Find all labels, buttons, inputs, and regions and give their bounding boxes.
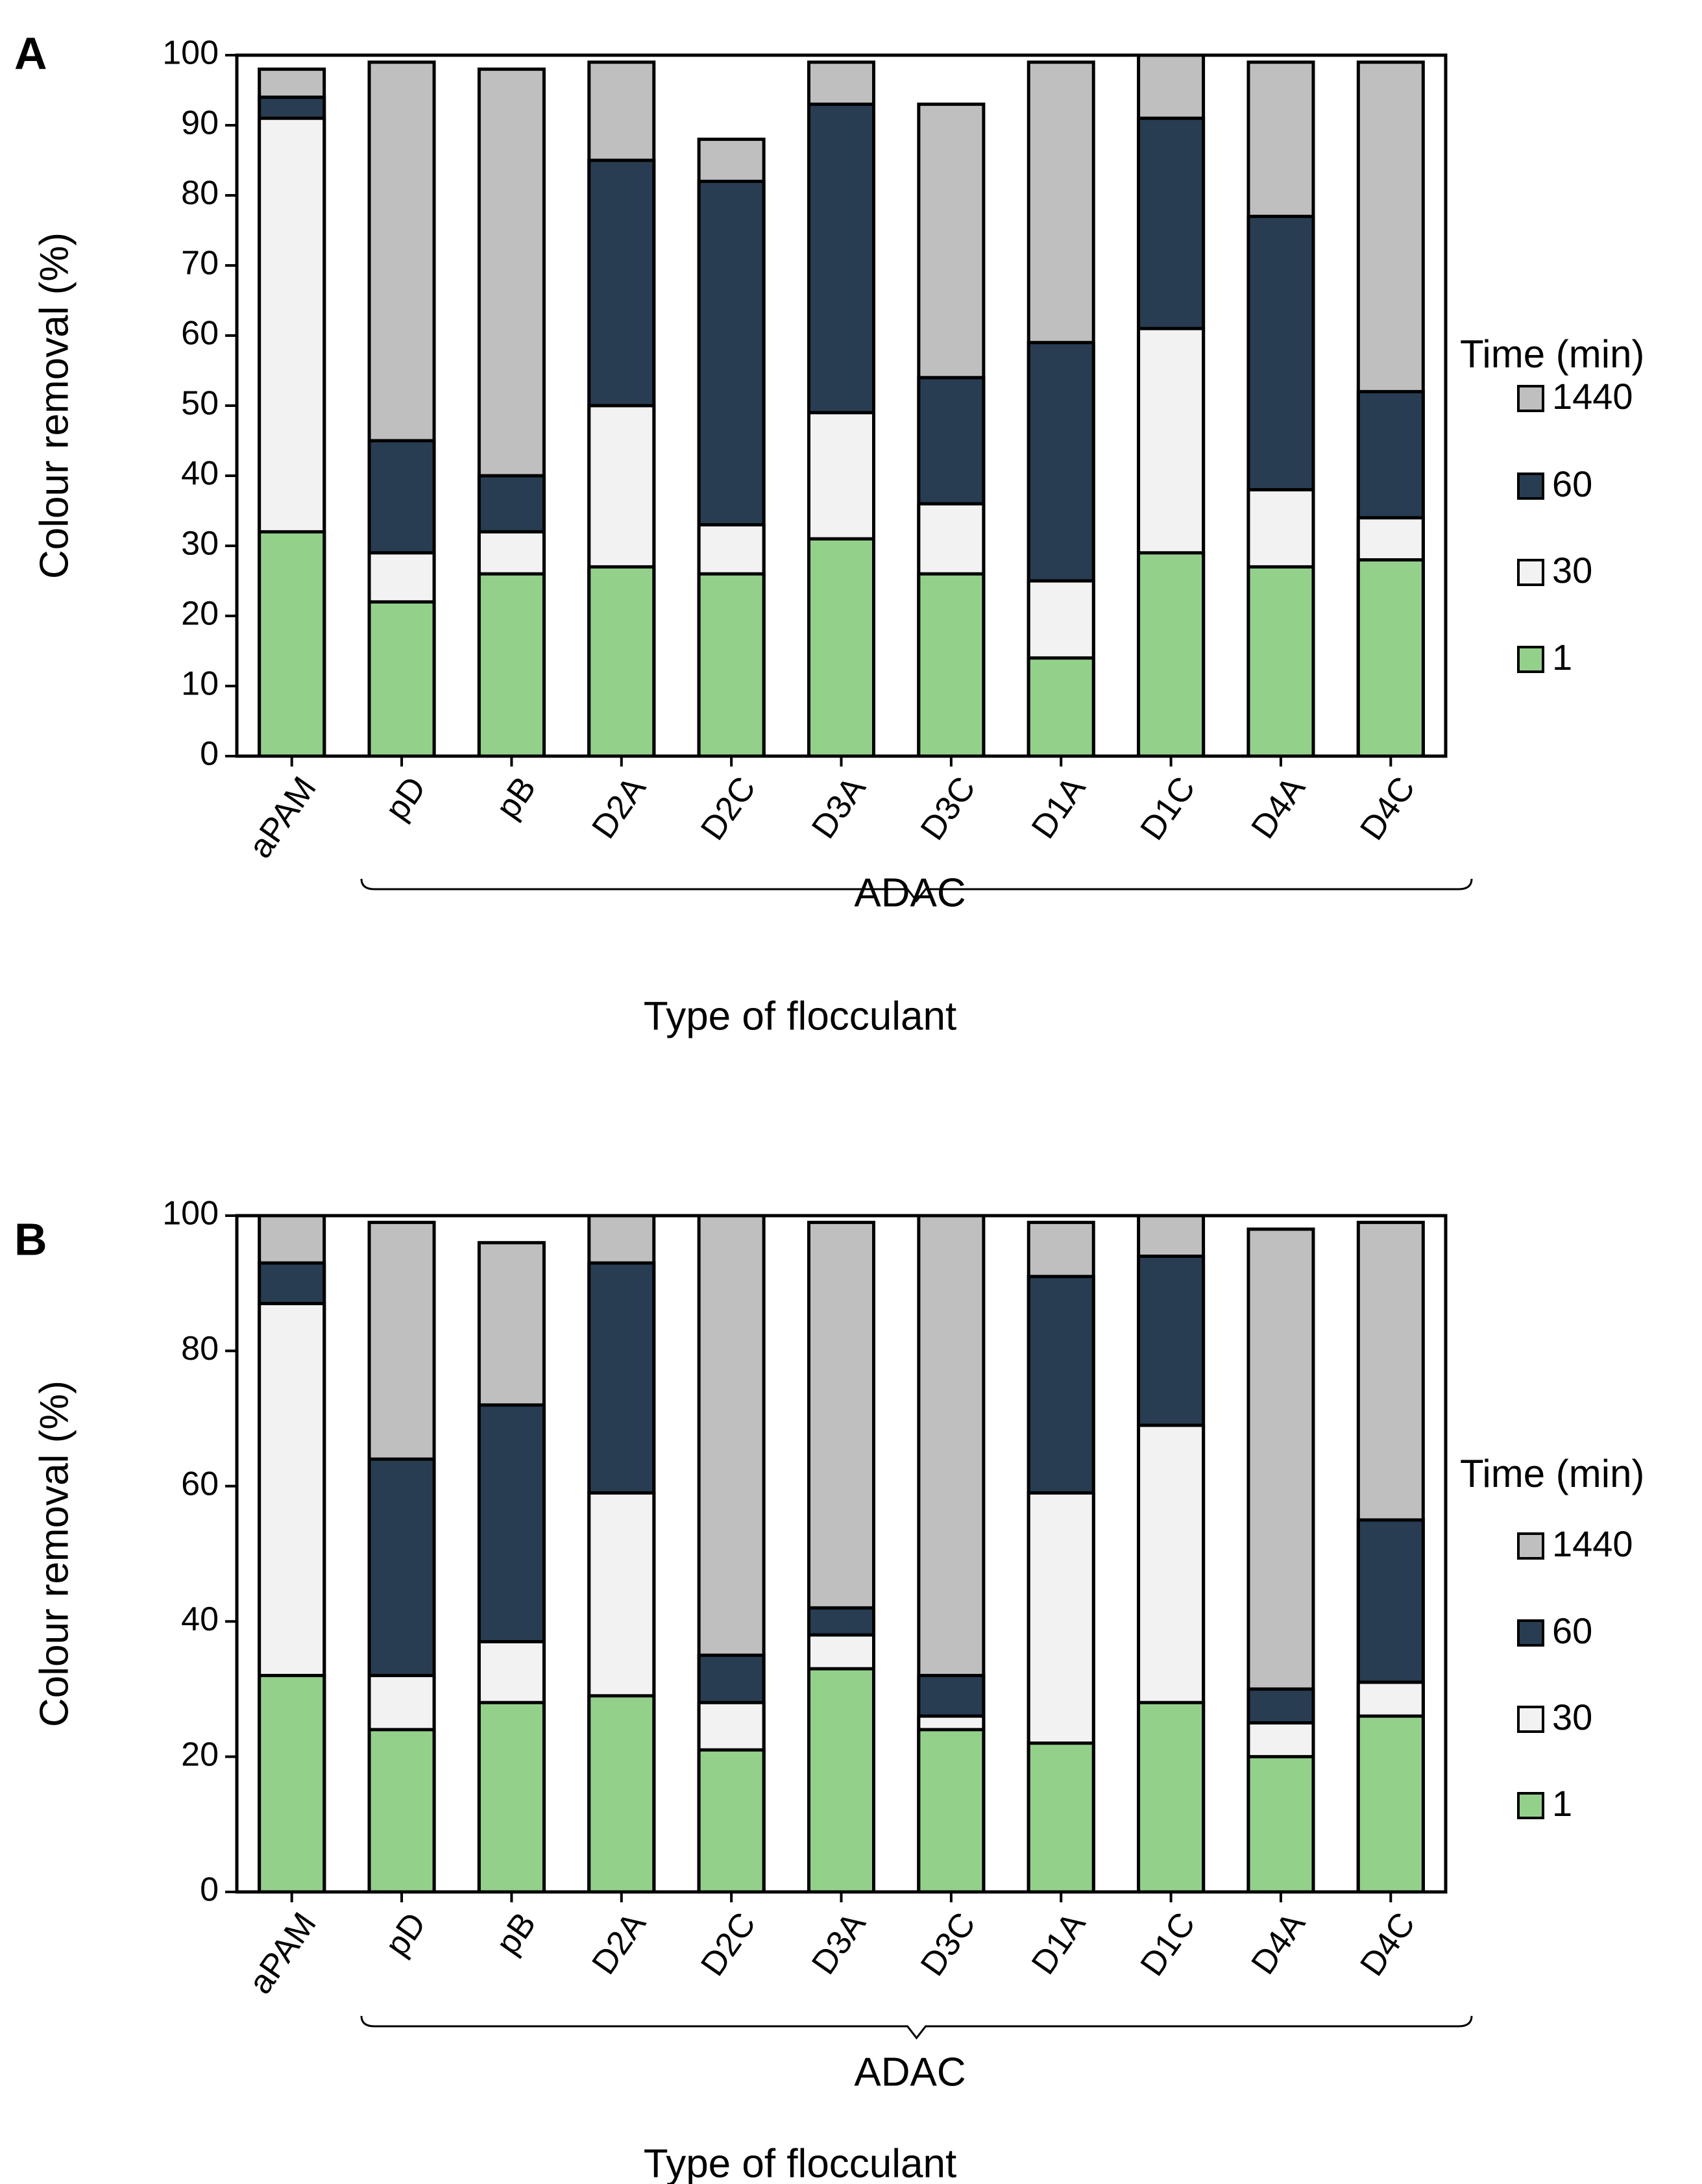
legend-label-1: 1 [1552, 1783, 1572, 1824]
legend-title: Time (min) [1460, 1452, 1644, 1495]
category-label: D4A [1245, 770, 1313, 845]
category-label: D2A [585, 770, 653, 845]
bar-1-D4A [1246, 1755, 1315, 1894]
y-tick-label: 60 [181, 315, 219, 352]
y-tick-label: 50 [181, 385, 219, 423]
y-axis-title: Colour removal (%) [32, 232, 77, 579]
bar-1-D1C [1137, 1700, 1206, 1894]
legend-swatch-60 [1517, 1619, 1544, 1647]
legend-swatch-60 [1517, 472, 1544, 500]
bar-1-D4A [1246, 565, 1315, 758]
category-label: D1C [1133, 770, 1202, 846]
category-label: D4A [1245, 1906, 1313, 1981]
bar-1-D2A [587, 1694, 656, 1894]
legend-title: Time (min) [1460, 332, 1644, 376]
bar-1-D1A [1027, 1741, 1095, 1894]
y-tick-label: 80 [181, 175, 219, 212]
bar-1-D4C [1356, 1714, 1425, 1894]
y-tick-label: 100 [162, 1195, 219, 1233]
legend-swatch-30 [1517, 559, 1544, 586]
legend-swatch-1440 [1517, 1532, 1544, 1560]
bar-1-D3A [807, 1667, 875, 1894]
category-label: D1C [1133, 1906, 1202, 1982]
y-tick-label: 40 [181, 1601, 219, 1638]
y-tick-label: 80 [181, 1330, 219, 1368]
plot-frame [235, 53, 1448, 758]
legend-label-1: 1 [1552, 637, 1572, 678]
legend-swatch-1 [1517, 1792, 1544, 1819]
bar-1-D3A [807, 537, 875, 758]
category-label: D1A [1025, 770, 1093, 845]
category-label: pB [489, 770, 543, 825]
legend-label-30: 30 [1552, 1697, 1592, 1737]
category-label: D4C [1353, 1906, 1422, 1982]
bar-1-D1A [1027, 656, 1095, 758]
y-tick-label: 0 [200, 735, 219, 773]
category-label: aPAM [241, 1906, 324, 2000]
y-tick-label: 40 [181, 455, 219, 493]
legend-label-60: 60 [1552, 463, 1592, 504]
legend-swatch-1440 [1517, 385, 1544, 412]
panel-a: A 0 10 20 30 40 50 60 70 80 90 100 aPAM pD pB D2A D2C D3A… [14, 28, 1644, 1038]
panel-label: A [14, 28, 47, 79]
y-tick-label: 30 [181, 525, 219, 563]
category-label: aPAM [241, 770, 324, 865]
legend-label-30: 30 [1552, 550, 1592, 591]
y-tick-label: 70 [181, 245, 219, 282]
bar-1-pB [477, 572, 546, 758]
bar-1-D2C [697, 1748, 766, 1894]
category-label: D2C [694, 1906, 763, 1982]
category-label: D1A [1025, 1906, 1093, 1981]
category-label: pD [378, 1906, 433, 1963]
category-label: pD [378, 770, 433, 827]
bar-1-D4C [1356, 558, 1425, 758]
category-label: D4C [1353, 770, 1422, 846]
panel-label: B [14, 1214, 47, 1264]
bar-1-D2C [697, 572, 766, 758]
legend-swatch-1 [1517, 646, 1544, 673]
y-tick-label: 20 [181, 595, 219, 633]
y-tick-label: 90 [181, 104, 219, 142]
bar-1-aPAM [258, 530, 326, 758]
category-label: D2A [585, 1906, 653, 1981]
legend-label-60: 60 [1552, 1610, 1592, 1651]
y-tick-label: 20 [181, 1736, 219, 1773]
bar-1-D3C [917, 1728, 986, 1894]
adac-bracket [360, 878, 1473, 903]
legend-label-1440: 1440 [1552, 376, 1633, 417]
bar-1-D3C [917, 572, 986, 758]
y-tick-label: 60 [181, 1466, 219, 1503]
bar-1-D1C [1137, 551, 1206, 758]
category-label: D3C [914, 1906, 983, 1982]
legend-label-1440: 1440 [1552, 1523, 1633, 1564]
y-tick-label: 0 [200, 1871, 219, 1909]
group-label: ADAC [854, 870, 966, 915]
adac-bracket [360, 2015, 1473, 2040]
legend-swatch-30 [1517, 1706, 1544, 1733]
y-tick-label: 100 [162, 34, 219, 72]
x-axis-title: Type of flocculant [644, 2141, 957, 2184]
bar-1-pD [367, 1728, 436, 1894]
category-label: D3A [805, 770, 873, 845]
y-axis-title: Colour removal (%) [32, 1380, 77, 1727]
category-label: D3A [805, 1906, 873, 1981]
x-axis-title: Type of flocculant [644, 994, 957, 1038]
bar-1-pD [367, 600, 436, 758]
category-label: D2C [694, 770, 763, 846]
category-label: pB [489, 1906, 543, 1961]
plot-frame [235, 1214, 1448, 1894]
bar-1-aPAM [258, 1674, 326, 1894]
category-label: D3C [914, 770, 983, 846]
bar-1-D2A [587, 565, 656, 758]
bar-1-pB [477, 1700, 546, 1894]
panel-b: B 0 20 40 60 80 100 aPAM pD pB D2A D2C D3A D3C D1A D1C D… [14, 1195, 1644, 2184]
group-label: ADAC [854, 2050, 966, 2094]
y-tick-label: 10 [181, 665, 219, 703]
